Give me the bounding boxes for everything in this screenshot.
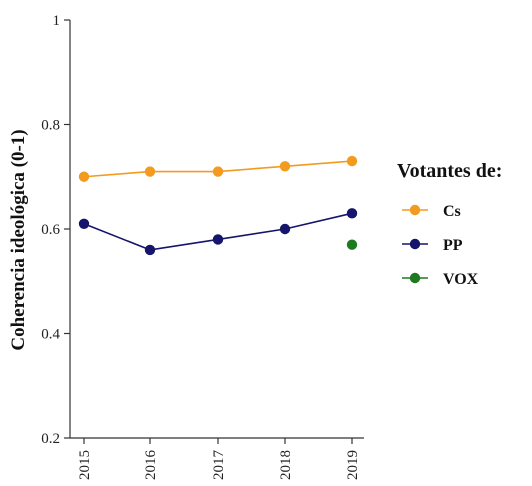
legend-items: Cs PP VOX xyxy=(402,203,479,288)
y-tick-label: 1 xyxy=(53,13,61,29)
x-ticks: 2015 2016 2017 2018 2019 xyxy=(77,438,361,480)
legend-marker-vox xyxy=(409,272,421,284)
legend-item-vox: VOX xyxy=(402,271,479,288)
point-vox-2019 xyxy=(346,239,358,250)
y-tick-label: 0.6 xyxy=(41,222,60,238)
y-ticks: 0.2 0.4 0.6 0.8 1 xyxy=(41,13,70,447)
x-tick-label: 2019 xyxy=(345,450,361,480)
x-tick-label: 2016 xyxy=(143,450,159,481)
legend-label-pp: PP xyxy=(443,237,463,254)
point-cs-2019 xyxy=(346,155,358,167)
x-tick-label: 2015 xyxy=(77,450,93,480)
legend-marker-pp xyxy=(409,238,421,250)
point-cs-2015 xyxy=(78,171,90,182)
series-cs xyxy=(78,155,358,182)
y-tick-label: 0.8 xyxy=(41,118,60,134)
point-pp-2016 xyxy=(144,244,156,256)
point-pp-2019 xyxy=(346,208,358,219)
legend: Votantes de: Cs PP VOX xyxy=(397,160,502,288)
y-tick-label: 0.4 xyxy=(41,327,60,343)
legend-item-cs: Cs xyxy=(402,203,461,220)
legend-marker-cs xyxy=(409,204,421,216)
series-pp xyxy=(78,208,358,256)
point-cs-2017 xyxy=(212,166,224,177)
point-cs-2018 xyxy=(279,161,291,172)
x-tick-label: 2017 xyxy=(211,450,227,481)
legend-title: Votantes de: xyxy=(397,160,502,182)
legend-label-cs: Cs xyxy=(443,203,461,220)
plot-series xyxy=(78,155,358,256)
y-axis-title: Coherencia ideológica (0-1) xyxy=(8,129,29,350)
x-tick-label: 2018 xyxy=(278,450,294,480)
series-vox xyxy=(346,239,358,250)
axes: 0.2 0.4 0.6 0.8 1 2015 2016 2017 2018 2019 xyxy=(41,13,364,480)
y-tick-label: 0.2 xyxy=(41,431,60,447)
point-pp-2015 xyxy=(78,218,90,229)
point-pp-2017 xyxy=(212,234,224,245)
legend-item-pp: PP xyxy=(402,237,463,254)
legend-label-vox: VOX xyxy=(443,271,479,288)
point-cs-2016 xyxy=(144,166,156,177)
point-pp-2018 xyxy=(279,223,291,235)
